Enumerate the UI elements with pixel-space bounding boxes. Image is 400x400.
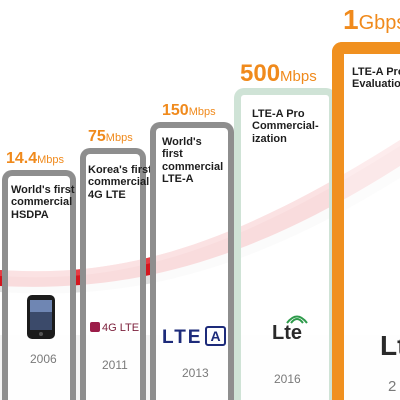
year-label-2013: 2013: [182, 366, 209, 380]
speed-unit: Mbps: [280, 68, 317, 85]
speed-label-2011: 75Mbps: [88, 128, 133, 146]
milestone-description-latest: LTE-A Pro Evaluation: [352, 66, 400, 91]
speed-label-2013: 150Mbps: [162, 102, 216, 120]
speed-label-2006: 14.4Mbps: [6, 150, 64, 168]
speed-value: 1: [343, 4, 359, 35]
milestone-description-2016: LTE-A Pro Commercial- ization: [252, 108, 319, 145]
logo-badge: A: [205, 326, 226, 346]
smartphone-icon: [26, 294, 56, 345]
speed-label-latest: 1Gbps: [343, 4, 400, 36]
milestone-card-2013: [150, 122, 234, 400]
milestone-description-2013: World's first commercial LTE-A: [162, 136, 224, 185]
milestone-card-latest: [332, 42, 400, 400]
speed-label-2016: 500Mbps: [240, 60, 317, 88]
speed-value: 14.4: [6, 150, 38, 167]
year-label-2006: 2006: [30, 352, 57, 366]
4g-lte-logo: 4G LTE: [90, 322, 139, 334]
speed-value: 500: [240, 60, 281, 87]
logo-text: Lt: [380, 330, 400, 361]
logo-text: Lte: [272, 322, 302, 344]
speed-unit: Gbps: [358, 12, 400, 34]
speed-unit: Mbps: [37, 154, 65, 166]
logo-text: 4G LTE: [102, 322, 140, 334]
signal-arcs-icon: [286, 315, 308, 324]
speed-unit: Mbps: [188, 106, 216, 118]
milestone-card-2006: [2, 170, 76, 400]
milestone-description-2006: World's first commercial HSDPA: [11, 184, 75, 221]
year-label-latest: 2: [388, 378, 397, 395]
milestone-card-2011: [80, 148, 146, 400]
speed-value: 150: [162, 102, 189, 119]
speed-value: 75: [88, 128, 106, 145]
year-label-2011: 2011: [102, 358, 128, 372]
logo-text: LTE: [162, 327, 203, 348]
lte-logo: Lte: [272, 315, 308, 345]
milestone-description-2011: Korea's first commercial 4G LTE: [88, 164, 152, 201]
speed-unit: Mbps: [105, 132, 133, 144]
year-label-2016: 2016: [274, 372, 301, 386]
lte-logo-partial: Lt: [380, 330, 400, 362]
logo-mark: [90, 322, 100, 332]
lte-a-logo: LTE A: [162, 326, 226, 349]
